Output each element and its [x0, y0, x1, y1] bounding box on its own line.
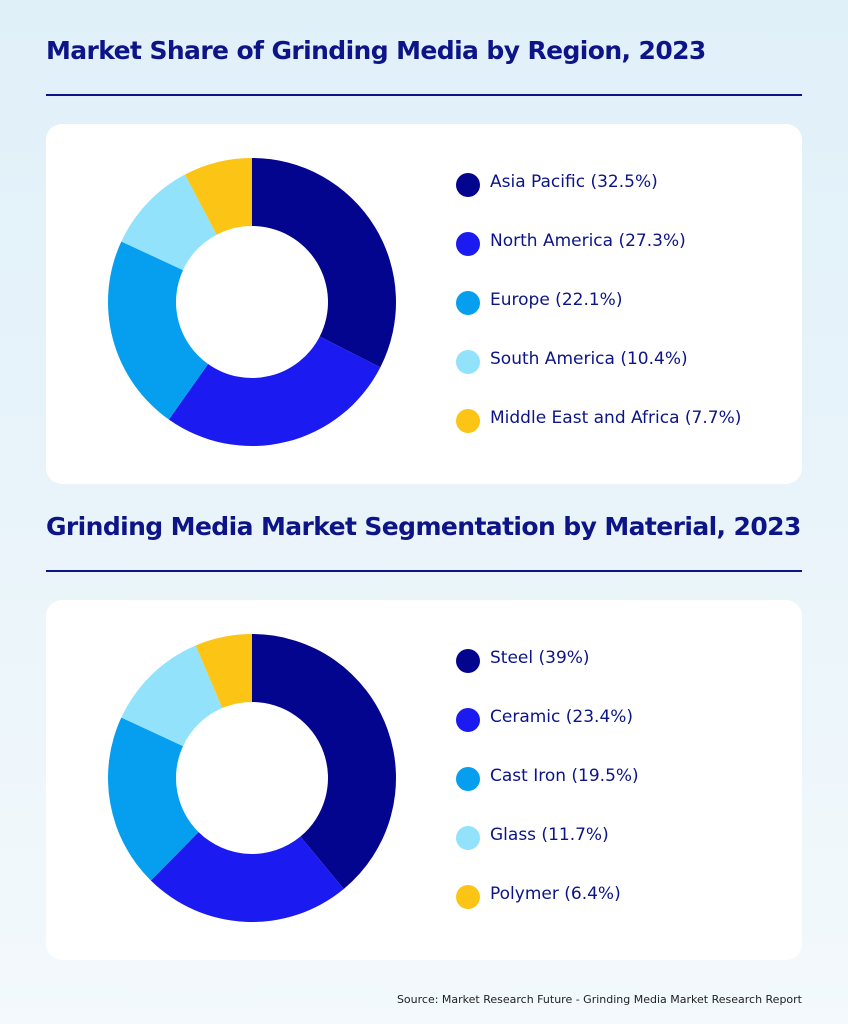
legend-label: Europe (22.1%): [490, 290, 623, 310]
chart1-card: Asia Pacific (32.5%) North America (27.3…: [46, 124, 802, 484]
slice-europe: [107, 241, 209, 420]
slice-north-america: [168, 336, 381, 447]
source-note: Source: Market Research Future - Grindin…: [396, 993, 802, 1006]
slice-asia-pacific: [252, 158, 396, 368]
slice-cast-iron: [107, 717, 199, 881]
chart1-divider: [46, 94, 802, 96]
legend-swatch: [456, 173, 480, 197]
legend-swatch: [456, 708, 480, 732]
slice-glass: [121, 645, 223, 747]
legend-label: Middle East and Africa (7.7%): [490, 408, 742, 428]
chart2-title: Grinding Media Market Segmentation by Ma…: [46, 512, 801, 541]
chart2-card: Steel (39%) Ceramic (23.4%) Cast Iron (1…: [46, 600, 802, 960]
chart2-donut: [107, 634, 396, 922]
legend-label: Steel (39%): [490, 648, 590, 668]
legend-label: Cast Iron (19.5%): [490, 766, 639, 786]
slice-ceramic: [150, 832, 344, 922]
legend-swatch: [456, 885, 480, 909]
legend-label: Polymer (6.4%): [490, 884, 621, 904]
legend-swatch: [456, 409, 480, 433]
legend-label: North America (27.3%): [490, 231, 686, 251]
legend-swatch: [456, 826, 480, 850]
legend-label: Ceramic (23.4%): [490, 707, 634, 727]
slice-south-america: [121, 174, 217, 271]
legend-swatch: [456, 291, 480, 315]
slice-polymer: [195, 634, 252, 709]
chart1-title: Market Share of Grinding Media by Region…: [46, 36, 706, 65]
legend-swatch: [456, 232, 480, 256]
legend-label: South America (10.4%): [490, 349, 688, 369]
slice-steel: [252, 634, 396, 889]
chart2-divider: [46, 570, 802, 572]
legend-label: Glass (11.7%): [490, 825, 609, 845]
slice-middle-east-africa: [185, 158, 252, 235]
legend-label: Asia Pacific (32.5%): [490, 172, 658, 192]
chart1-donut: [107, 158, 396, 447]
legend-swatch: [456, 350, 480, 374]
legend-swatch: [456, 767, 480, 791]
legend-swatch: [456, 649, 480, 673]
